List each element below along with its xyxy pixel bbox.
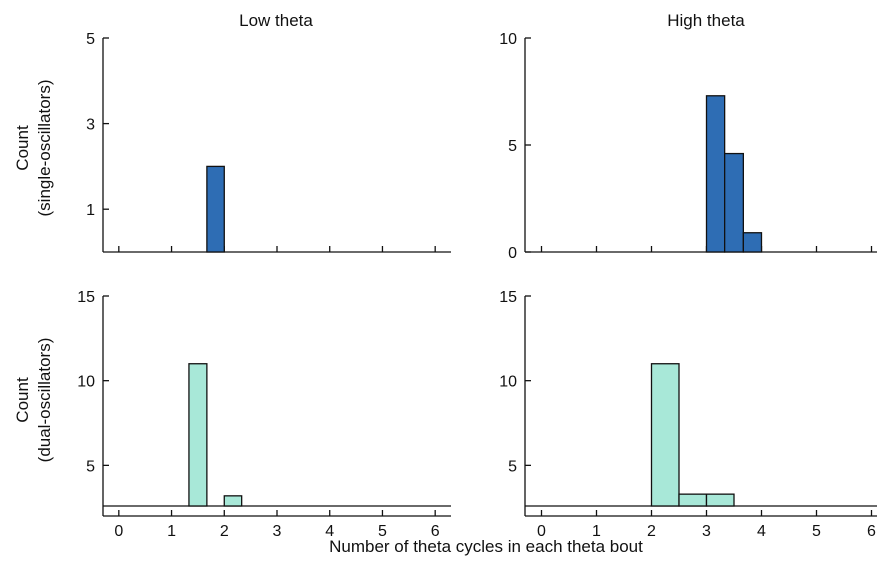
x-tick-label: 3 <box>702 523 711 540</box>
histogram-bar <box>223 495 243 507</box>
histogram-bar <box>188 363 208 507</box>
y-tick-label: 0 <box>508 245 517 262</box>
histogram-bar <box>705 95 726 253</box>
x-tick-label: 2 <box>220 523 229 540</box>
panel-top-left: 1 3 5 <box>86 31 451 253</box>
panel-bottom-left: 5 10 15 0 1 2 3 4 5 6 <box>77 289 451 540</box>
ylabel-top-line1: Count <box>13 125 32 171</box>
y-tick-label: 5 <box>508 458 517 475</box>
col-title-low-theta: Low theta <box>239 11 313 30</box>
x-tick-label: 1 <box>167 523 176 540</box>
x-tick-label: 2 <box>647 523 656 540</box>
col-title-high-theta: High theta <box>667 11 745 30</box>
y-tick-label: 5 <box>86 31 95 48</box>
ylabel-top-line2: (single-oscillators) <box>35 80 54 217</box>
y-tick-label: 10 <box>499 31 517 48</box>
x-tick-label: 6 <box>431 523 440 540</box>
x-tick-label: 0 <box>114 523 123 540</box>
ylabel-bottom-line2: (dual-oscillators) <box>35 338 54 463</box>
histogram-bar <box>705 493 735 507</box>
y-tick-label: 3 <box>86 117 95 134</box>
y-tick-label: 10 <box>77 374 95 391</box>
x-tick-label: 4 <box>325 523 334 540</box>
x-tick-label: 0 <box>537 523 546 540</box>
x-tick-label: 1 <box>592 523 601 540</box>
panel-top-right: 0 5 10 <box>499 31 877 262</box>
y-tick-label: 5 <box>508 138 517 155</box>
x-tick-label: 6 <box>867 523 876 540</box>
histogram-bar <box>742 232 763 253</box>
x-tick-label: 3 <box>273 523 282 540</box>
x-tick-label: 4 <box>757 523 766 540</box>
x-axis-label: Number of theta cycles in each theta bou… <box>329 537 643 556</box>
histogram-bar <box>724 152 745 253</box>
ylabel-bottom-line1: Count <box>13 377 32 423</box>
y-tick-label: 10 <box>499 374 517 391</box>
y-tick-label: 15 <box>499 289 517 306</box>
y-tick-label: 5 <box>86 458 95 475</box>
y-tick-label: 1 <box>86 202 95 219</box>
histogram-bar <box>678 493 708 507</box>
histogram-bar <box>650 363 680 507</box>
x-tick-label: 5 <box>812 523 821 540</box>
x-tick-label: 5 <box>378 523 387 540</box>
histogram-bar <box>206 165 225 253</box>
panel-bottom-right: 5 10 15 0 1 2 3 4 5 6 <box>499 289 877 540</box>
y-tick-label: 15 <box>77 289 95 306</box>
